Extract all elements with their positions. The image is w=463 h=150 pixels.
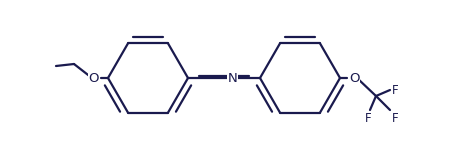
Text: F: F [365, 112, 371, 125]
Text: F: F [392, 112, 399, 125]
Text: O: O [349, 72, 359, 84]
Text: N: N [228, 72, 238, 84]
Text: F: F [392, 84, 399, 96]
Text: O: O [88, 72, 99, 84]
